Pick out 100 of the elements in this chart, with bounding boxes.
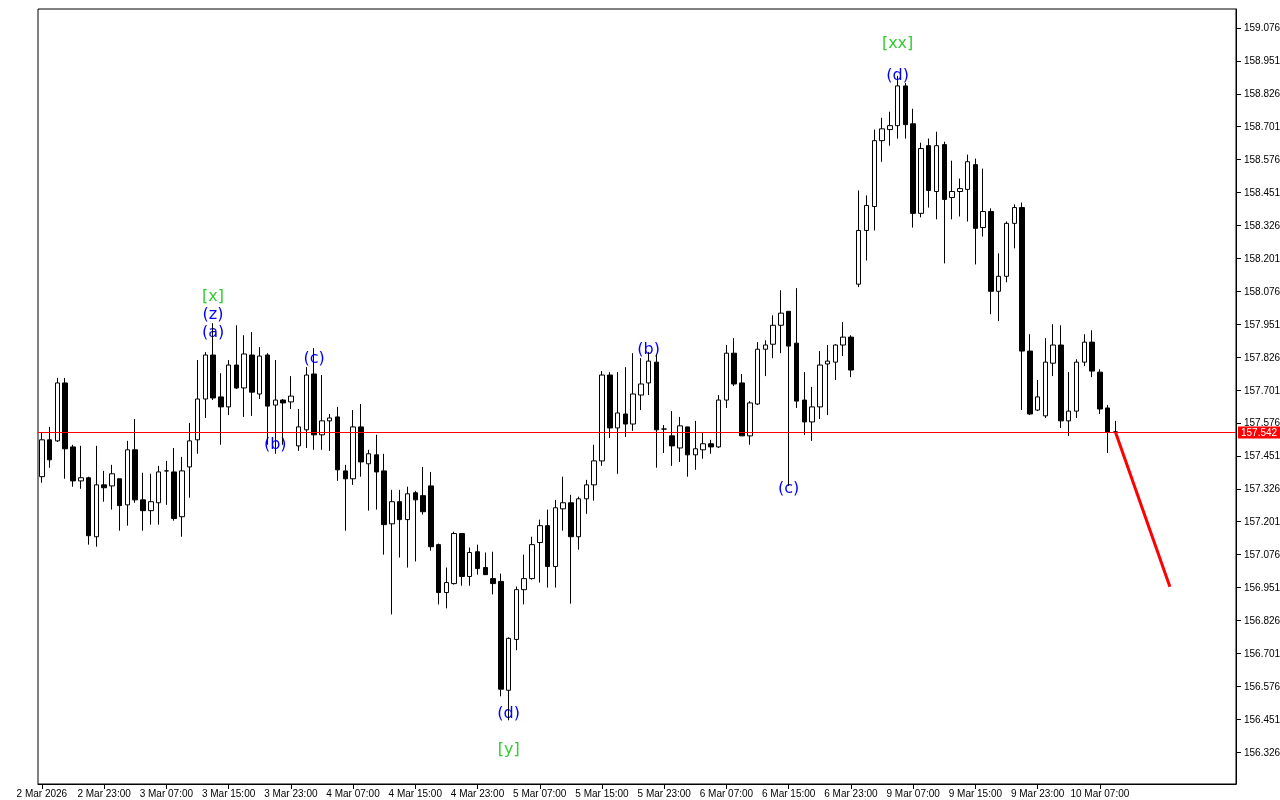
y-tick-label: 156.701 (1244, 647, 1280, 659)
candlestick (615, 371, 620, 475)
x-tick-label: 9 Mar 07:00 (886, 787, 941, 799)
candlestick (101, 470, 107, 503)
annotation: (d) (886, 65, 909, 85)
candlestick (343, 464, 348, 532)
y-tick-label: 157.326 (1244, 483, 1280, 495)
candlestick (770, 314, 776, 359)
ref-line-label: 157.542 (1241, 426, 1278, 438)
candlestick (335, 406, 340, 482)
y-tick-label: 157.076 (1244, 549, 1280, 561)
y-tick-label: 158.076 (1244, 285, 1280, 297)
candlestick (677, 416, 683, 463)
annotation: (z) (202, 303, 224, 323)
candlestick (638, 357, 644, 411)
x-tick-label: 2 Mar 23:00 (77, 787, 132, 799)
candlestick (467, 547, 472, 587)
candlestick (397, 489, 402, 559)
candlestick (607, 371, 613, 439)
candlestick (973, 158, 978, 265)
candlestick (794, 287, 799, 409)
candlestick (117, 478, 122, 532)
candlestick (109, 464, 115, 511)
y-tick-label: 158.951 (1244, 55, 1280, 67)
candlestick (623, 366, 628, 438)
y-tick-label: 158.701 (1244, 121, 1280, 133)
candlestick (553, 499, 558, 589)
x-tick-label: 9 Mar 15:00 (948, 787, 1003, 799)
candlestick (140, 472, 146, 532)
candlestick (988, 207, 994, 315)
candlestick (132, 418, 138, 504)
x-tick-label: 4 Mar 07:00 (326, 787, 381, 799)
x-tick-label: 5 Mar 07:00 (513, 787, 567, 799)
candlestick (693, 420, 698, 471)
y-tick-label: 157.451 (1244, 450, 1280, 462)
candlestick (817, 350, 823, 420)
candlestick (203, 351, 208, 419)
candlestick (910, 108, 916, 229)
candlestick (483, 552, 488, 576)
candlestick (755, 341, 760, 406)
candlestick (156, 465, 161, 526)
candlestick (708, 439, 714, 455)
candlestick (864, 194, 869, 261)
candlestick (459, 533, 465, 587)
candlestick (436, 543, 441, 605)
candlestick (584, 479, 589, 515)
candlestick (125, 440, 130, 527)
candlestick (529, 536, 535, 581)
candlestick (389, 489, 395, 615)
x-tick-label: 10 Mar 07:00 (1070, 787, 1130, 799)
candlestick (428, 471, 434, 552)
x-tick-label: 3 Mar 07:00 (139, 787, 194, 799)
candlestick (70, 444, 76, 488)
candlestick (296, 408, 301, 452)
candlestick (591, 444, 597, 502)
candlestick (1027, 333, 1033, 416)
candlestick (802, 371, 807, 436)
candlestick (887, 111, 893, 147)
candlestick (724, 344, 729, 409)
candlestick (78, 445, 84, 490)
candlestick (918, 142, 924, 218)
candlestick (187, 422, 192, 499)
annotation: (b) (637, 338, 660, 358)
candlestick (381, 453, 387, 556)
candlestick (1089, 329, 1095, 378)
y-tick-label: 158.326 (1244, 219, 1280, 231)
candlestick (731, 337, 737, 387)
y-tick-label: 156.951 (1244, 582, 1280, 594)
candlestick (86, 476, 91, 546)
candlestick (1019, 202, 1025, 411)
annotation: [x] (202, 285, 225, 305)
candlestick (420, 466, 426, 516)
candlestick (661, 424, 667, 454)
candlestick (778, 289, 784, 354)
candlestick (872, 129, 877, 231)
candlestick (1043, 337, 1048, 419)
y-tick-label: 157.951 (1244, 318, 1280, 330)
candlestick (980, 168, 986, 238)
candlestick (965, 154, 970, 223)
x-tick-label: 6 Mar 07:00 (699, 787, 754, 799)
annotation: [xx] (881, 33, 914, 53)
x-tick-label: 5 Mar 15:00 (575, 787, 630, 799)
y-tick-label: 156.576 (1244, 680, 1280, 692)
candlestick (164, 460, 169, 506)
x-tick-label: 3 Mar 23:00 (264, 787, 318, 799)
candlestick (1082, 333, 1087, 367)
y-tick-label: 156.451 (1244, 713, 1280, 725)
candlestick (1066, 371, 1071, 437)
y-tick-label: 157.701 (1244, 384, 1280, 396)
y-tick-label: 157.576 (1244, 417, 1280, 429)
y-tick-label: 158.451 (1244, 187, 1280, 199)
candlestick (560, 476, 566, 532)
candlestick (576, 496, 581, 551)
candlestick (934, 131, 939, 220)
candlestick (195, 359, 200, 455)
candlestick (537, 519, 543, 584)
candlestick (833, 343, 838, 381)
candlestick (304, 366, 309, 449)
candlestick (413, 490, 418, 562)
candlestick (957, 178, 963, 218)
